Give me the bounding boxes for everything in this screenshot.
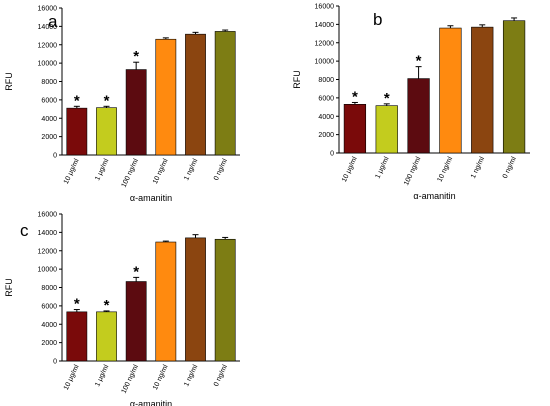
y-tick-label: 8000 <box>41 285 57 292</box>
y-tick-label: 12000 <box>38 42 58 49</box>
y-tick-label: 2000 <box>318 132 334 139</box>
bar <box>66 107 88 156</box>
bar <box>66 311 88 362</box>
significance-star: * <box>384 90 390 107</box>
panel-label: a <box>48 12 58 31</box>
y-tick-label: 14000 <box>38 230 58 237</box>
x-tick-label: 1 ng/ml <box>183 157 199 181</box>
bar <box>214 31 236 156</box>
y-tick-label: 0 <box>53 359 57 366</box>
bar <box>214 238 236 362</box>
x-tick-label: 0 ng/ml <box>213 363 229 387</box>
bar <box>155 241 177 362</box>
y-tick-label: 8000 <box>318 77 334 84</box>
bar <box>439 27 462 154</box>
y-axis-title: RFU <box>4 278 14 297</box>
y-axis-title: RFU <box>4 72 14 91</box>
chart-panel-a: 0 2000 4000 6000 8000 10000 12000 14000 16000 RFU… <box>4 6 240 203</box>
chart-panel-c: 0 2000 4000 6000 8000 10000 12000 14000 16000 RFU… <box>4 212 240 406</box>
bar <box>155 38 177 156</box>
bar <box>407 78 430 154</box>
y-tick-label: 10000 <box>315 59 335 66</box>
x-tick-label: 10 ng/ml <box>152 363 170 391</box>
significance-star: * <box>133 263 139 280</box>
y-tick-label: 16000 <box>315 4 335 11</box>
x-tick-label: 100 ng/ml <box>403 155 423 186</box>
y-tick-label: 12000 <box>38 248 58 255</box>
y-tick-label: 6000 <box>41 97 57 104</box>
significance-star: * <box>352 88 358 105</box>
x-tick-label: 0 ng/ml <box>502 155 518 179</box>
significance-star: * <box>74 296 80 313</box>
significance-star: * <box>104 92 110 109</box>
y-tick-label: 2000 <box>41 340 57 347</box>
y-tick-label: 10000 <box>38 61 58 68</box>
bar <box>96 311 117 362</box>
x-tick-label: 1 μg/ml <box>94 157 110 181</box>
bar <box>502 20 526 154</box>
panel-label: c <box>20 221 29 240</box>
x-tick-label: 10 μg/ml <box>63 363 81 391</box>
y-tick-label: 14000 <box>38 24 58 31</box>
y-tick-label: 8000 <box>41 79 57 86</box>
y-tick-label: 0 <box>330 151 334 158</box>
x-tick-label: 10 ng/ml <box>437 155 455 183</box>
y-tick-label: 6000 <box>318 95 334 102</box>
bar <box>375 105 398 154</box>
bar <box>96 107 117 156</box>
y-tick-label: 16000 <box>38 212 58 219</box>
bar <box>471 26 494 154</box>
panel-label: b <box>373 10 382 29</box>
significance-star: * <box>104 297 110 314</box>
y-tick-label: 6000 <box>41 303 57 310</box>
x-tick-label: 10 μg/ml <box>63 157 81 185</box>
bar <box>343 104 367 154</box>
bar <box>125 69 147 156</box>
x-tick-label: 10 μg/ml <box>341 155 359 183</box>
y-tick-label: 12000 <box>315 40 335 47</box>
x-tick-label: 1 ng/ml <box>470 155 486 179</box>
x-tick-label: 0 ng/ml <box>213 157 229 181</box>
x-tick-label: 1 μg/ml <box>374 155 390 179</box>
significance-star: * <box>133 48 139 65</box>
y-tick-label: 4000 <box>41 116 57 123</box>
y-tick-label: 0 <box>53 153 57 160</box>
y-tick-label: 16000 <box>38 6 58 13</box>
y-tick-label: 14000 <box>315 22 335 29</box>
y-axis-title: RFU <box>292 70 302 89</box>
x-tick-label: 100 ng/ml <box>121 157 141 188</box>
x-axis-title: α-amanitin <box>130 193 172 203</box>
x-axis-title: α-amanitin <box>130 399 172 406</box>
bar <box>125 281 147 362</box>
bar <box>185 33 206 156</box>
chart-panel-b: 0 2000 4000 6000 8000 10000 12000 14000 16000 RFU… <box>292 4 530 201</box>
bar <box>185 237 206 362</box>
significance-star: * <box>74 92 80 109</box>
y-tick-label: 4000 <box>318 114 334 121</box>
x-tick-label: 1 ng/ml <box>183 363 199 387</box>
y-tick-label: 4000 <box>41 322 57 329</box>
y-tick-label: 2000 <box>41 134 57 141</box>
x-tick-label: 1 μg/ml <box>94 363 110 387</box>
x-axis-title: α-amanitin <box>413 191 455 201</box>
y-tick-label: 10000 <box>38 267 58 274</box>
significance-star: * <box>416 53 422 70</box>
x-tick-label: 10 ng/ml <box>152 157 170 185</box>
x-tick-label: 100 ng/ml <box>121 363 141 394</box>
